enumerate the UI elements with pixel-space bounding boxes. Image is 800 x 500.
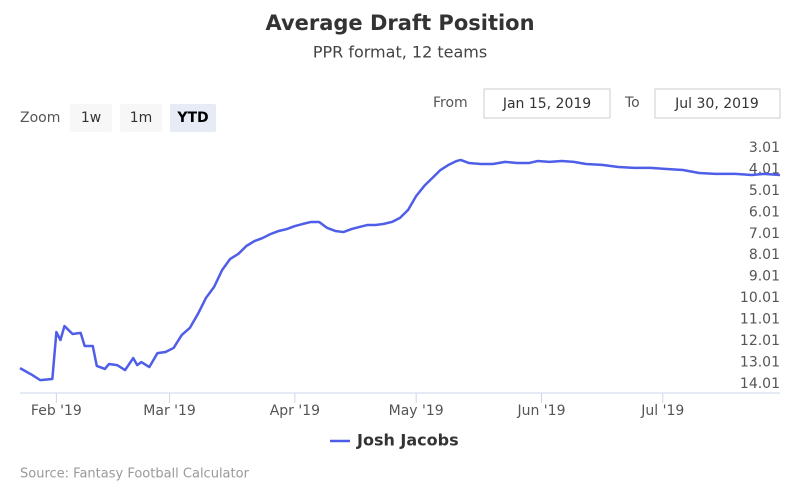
x-tick-label: Mar '19 <box>143 403 196 419</box>
zoom-button[interactable] <box>70 104 112 132</box>
from-value[interactable]: Jan 15, 2019 <box>502 96 591 112</box>
y-tick-label: 5.01 <box>749 183 780 199</box>
y-tick-label: 9.01 <box>749 269 780 285</box>
from-input[interactable] <box>483 88 611 119</box>
legend-label[interactable]: Josh Jacobs <box>356 431 459 450</box>
y-tick-label: 3.01 <box>749 140 780 156</box>
to-label: To <box>624 95 640 111</box>
series-line <box>19 158 781 382</box>
y-tick-label: 6.01 <box>749 204 780 220</box>
x-tick-label: Jul '19 <box>640 403 684 419</box>
y-tick-label: 7.01 <box>749 226 780 242</box>
zoom-button-label[interactable]: 1m <box>130 110 153 126</box>
y-tick-label: 11.01 <box>740 312 780 328</box>
y-tick-label: 12.01 <box>740 333 780 349</box>
to-value[interactable]: Jul 30, 2019 <box>674 96 759 112</box>
x-tick-label: Feb '19 <box>31 403 82 419</box>
y-tick-label: 14.01 <box>740 376 780 392</box>
credits: Source: Fantasy Football Calculator <box>20 467 250 482</box>
x-tick-label: Jun '19 <box>516 403 565 419</box>
y-tick-label: 10.01 <box>740 290 780 306</box>
zoom-button-label[interactable]: 1w <box>81 110 101 126</box>
x-tick-label: Apr '19 <box>270 403 320 419</box>
from-label: From <box>433 95 468 111</box>
x-tick-label: May '19 <box>389 403 444 419</box>
y-tick-label: 8.01 <box>749 247 780 263</box>
zoom-button[interactable] <box>120 104 162 132</box>
y-tick-label: 13.01 <box>740 355 780 371</box>
zoom-label: Zoom <box>20 110 60 126</box>
zoom-button[interactable] <box>170 104 216 132</box>
chart-title: Average Draft Position <box>265 11 534 35</box>
to-input[interactable] <box>654 88 781 119</box>
chart-subtitle: PPR format, 12 teams <box>313 43 487 62</box>
zoom-button-label[interactable]: YTD <box>176 110 208 126</box>
